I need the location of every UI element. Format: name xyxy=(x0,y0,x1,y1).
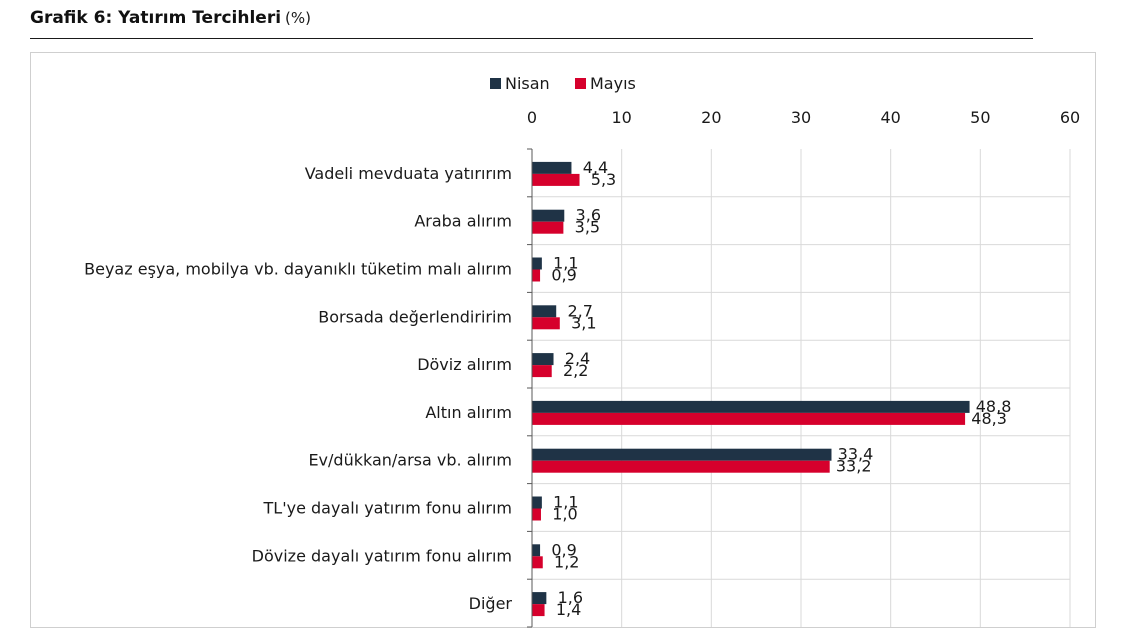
bar-nisan xyxy=(532,448,832,461)
bar-nisan xyxy=(532,161,572,174)
data-label-mayis: 2,2 xyxy=(563,361,588,380)
bar-mayis xyxy=(532,317,560,330)
bar-mayis xyxy=(532,508,541,521)
bar-mayis xyxy=(532,412,966,425)
bar-mayis xyxy=(532,173,580,186)
x-tick-label: 60 xyxy=(1060,108,1080,127)
data-label-nisan: 4,4 xyxy=(583,158,608,177)
x-tick-label: 30 xyxy=(791,108,811,127)
bar-nisan xyxy=(532,305,557,318)
data-label-nisan: 0,9 xyxy=(551,540,576,559)
data-label-mayis: 48,3 xyxy=(971,409,1007,428)
data-label-mayis: 0,9 xyxy=(551,266,576,285)
data-label-mayis: 1,2 xyxy=(554,552,579,571)
data-label-nisan: 48,8 xyxy=(976,397,1012,416)
chart-title: Grafik 6: Yatırım Tercihleri xyxy=(30,8,282,28)
bar-nisan xyxy=(532,544,541,557)
category-label: Vadeli mevduata yatırırım xyxy=(305,164,512,183)
data-label-nisan: 1,6 xyxy=(558,588,583,607)
data-label-mayis: 1,4 xyxy=(556,600,581,619)
legend-swatch-mayis xyxy=(575,78,586,89)
bar-mayis xyxy=(532,269,541,282)
bar-mayis xyxy=(532,221,564,234)
bar-nisan xyxy=(532,400,970,413)
bar-nisan xyxy=(532,496,542,509)
data-label-mayis: 3,1 xyxy=(571,313,596,332)
bar-mayis xyxy=(532,460,830,473)
legend-swatch-nisan xyxy=(490,78,501,89)
bar-mayis xyxy=(532,365,552,378)
data-label-mayis: 1,0 xyxy=(552,505,577,524)
x-tick-label: 10 xyxy=(611,108,631,127)
category-label: TL'ye dayalı yatırım fonu alırım xyxy=(263,499,512,518)
bar-nisan xyxy=(532,592,547,605)
x-tick-label: 20 xyxy=(701,108,721,127)
x-tick-label: 40 xyxy=(880,108,900,127)
data-label-nisan: 33,4 xyxy=(838,445,874,464)
data-label-mayis: 5,3 xyxy=(591,170,616,189)
legend-label-mayis: Mayıs xyxy=(590,74,636,93)
bar-nisan xyxy=(532,353,554,366)
category-label: Döviz alırım xyxy=(417,355,512,374)
data-label-nisan: 1,1 xyxy=(553,493,578,512)
data-label-nisan: 2,4 xyxy=(565,349,590,368)
bar-nisan xyxy=(532,209,565,222)
bar-mayis xyxy=(532,556,543,569)
category-label: Beyaz eşya, mobilya vb. dayanıklı tüketi… xyxy=(84,260,512,279)
x-tick-label: 50 xyxy=(970,108,990,127)
category-label: Araba alırım xyxy=(414,212,512,231)
chart-frame: 0 10 20 30 40 50 60 Nisan Mayıs Vadeli mevduata y… xyxy=(30,52,1096,628)
category-label: Borsada değerlendiririm xyxy=(318,307,512,326)
data-label-nisan: 1,1 xyxy=(553,254,578,273)
category-label: Ev/dükkan/arsa vb. alırım xyxy=(308,451,512,470)
bar-nisan xyxy=(532,257,542,270)
chart-unit: (%) xyxy=(285,9,311,27)
category-label: Dövize dayalı yatırım fonu alırım xyxy=(252,546,512,565)
category-label: Diğer xyxy=(469,594,513,613)
bar-mayis xyxy=(532,604,545,617)
data-label-nisan: 3,6 xyxy=(576,206,601,225)
chart-header: Grafik 6: Yatırım Tercihleri (%) xyxy=(30,8,1033,39)
data-label-mayis: 3,5 xyxy=(575,218,600,237)
data-label-nisan: 2,7 xyxy=(567,301,592,320)
legend-label-nisan: Nisan xyxy=(505,74,550,93)
x-tick-label: 0 xyxy=(527,108,537,127)
category-label: Altın alırım xyxy=(425,403,512,422)
bar-chart: 0 10 20 30 40 50 60 Nisan Mayıs Vadeli mevduata y… xyxy=(84,74,1080,628)
data-label-mayis: 33,2 xyxy=(836,457,872,476)
